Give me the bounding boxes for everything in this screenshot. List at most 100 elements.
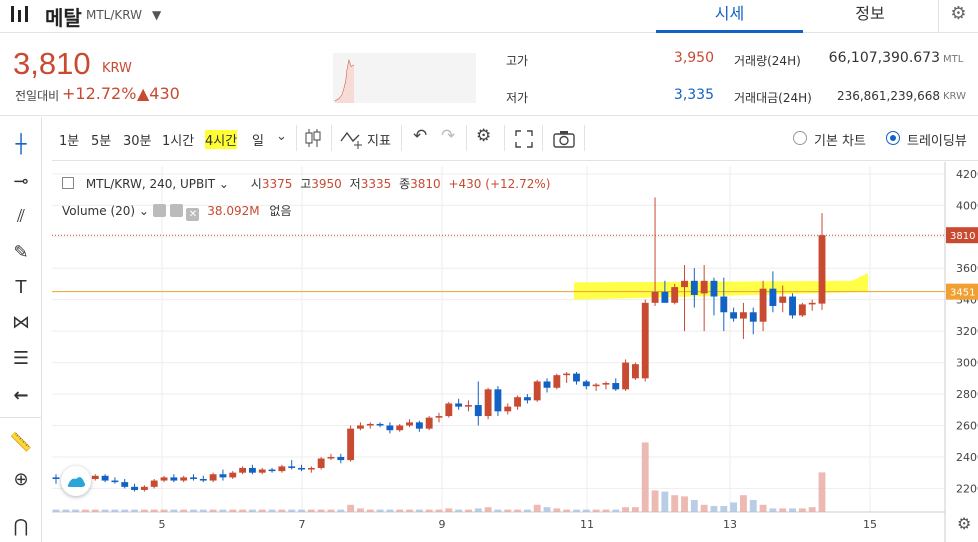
timeframe-30m[interactable]: 30분 bbox=[123, 134, 152, 149]
magnet-icon[interactable]: ⋂ bbox=[13, 516, 29, 537]
candle-body bbox=[396, 425, 404, 431]
timeframe-day[interactable]: 일 bbox=[252, 134, 264, 149]
text-icon[interactable]: T bbox=[15, 277, 27, 298]
candle-body bbox=[347, 428, 355, 461]
basic-chart-radio[interactable] bbox=[793, 131, 807, 145]
timeframe-1m[interactable]: 1분 bbox=[59, 134, 80, 149]
tab-info[interactable]: 정보 bbox=[855, 4, 885, 23]
chevron-down-icon[interactable]: ⌄ bbox=[215, 177, 233, 191]
volume-bar bbox=[739, 495, 747, 512]
back-arrow-icon[interactable]: ← bbox=[13, 385, 29, 406]
volume-bar bbox=[72, 509, 80, 512]
brush-icon[interactable]: ✎ bbox=[13, 242, 29, 263]
drawing-tools: ┼ ⊸ ⫽ ✎ T ⋈ ☰ ← 📏 ⊕ ⋂ bbox=[0, 117, 42, 542]
indicator-icon[interactable] bbox=[340, 129, 364, 149]
volume-bar bbox=[720, 506, 728, 512]
candle-body bbox=[563, 373, 571, 376]
camera-icon[interactable] bbox=[553, 130, 575, 148]
candle-body bbox=[415, 422, 423, 429]
volume-bar bbox=[160, 509, 168, 512]
tradingview-radio[interactable] bbox=[886, 131, 900, 145]
redo-icon[interactable]: ↷ bbox=[441, 126, 456, 146]
timeframe-5m[interactable]: 5분 bbox=[91, 134, 112, 149]
y-tick-label: 3600 bbox=[956, 262, 978, 275]
settings-icon[interactable] bbox=[169, 204, 183, 217]
volume-label[interactable]: Volume (20) bbox=[62, 204, 136, 218]
close-icon[interactable]: ✕ bbox=[186, 208, 200, 221]
volume-bar bbox=[661, 491, 669, 512]
basic-chart-label[interactable]: 기본 차트 bbox=[814, 134, 866, 149]
volume-bar bbox=[356, 508, 364, 512]
divider bbox=[542, 125, 543, 151]
candle-body bbox=[160, 477, 168, 481]
volume-bar bbox=[543, 507, 551, 512]
prediction-icon[interactable]: ☰ bbox=[12, 348, 30, 369]
volume-bar bbox=[150, 509, 158, 512]
coin-pair: MTL/KRW bbox=[86, 8, 142, 22]
chart-canvas[interactable]: 2200240026002800300032003400360038004000… bbox=[52, 162, 978, 542]
volume-bar bbox=[582, 509, 590, 512]
volume-bar bbox=[690, 500, 698, 512]
amount-value: 236,861,239,668 bbox=[836, 89, 940, 103]
candle-body bbox=[435, 416, 443, 418]
chevron-down-icon[interactable]: ▼ bbox=[152, 8, 162, 22]
divider bbox=[401, 125, 402, 151]
volume-bar bbox=[209, 509, 217, 512]
volume-bar bbox=[131, 509, 139, 512]
volume-bar bbox=[337, 509, 345, 512]
candle-body bbox=[661, 291, 669, 303]
undo-icon[interactable]: ↶ bbox=[413, 126, 428, 146]
candle-body bbox=[307, 467, 315, 470]
trend-lines-icon[interactable]: ⫽ bbox=[16, 206, 26, 227]
horizontal-line-icon[interactable]: ⊸ bbox=[13, 171, 29, 192]
fullscreen-icon[interactable] bbox=[515, 130, 533, 148]
volume-bar bbox=[278, 509, 286, 512]
volume-bar bbox=[818, 472, 826, 512]
chevron-down-icon[interactable]: ⌄ bbox=[135, 204, 153, 218]
timeframe-1h[interactable]: 1시간 bbox=[162, 134, 195, 149]
volume-bar bbox=[91, 509, 99, 512]
price-chart[interactable]: 2200240026002800300032003400360038004000… bbox=[52, 162, 978, 542]
candle-body bbox=[700, 280, 708, 294]
tab-quote[interactable]: 시세 bbox=[656, 0, 803, 33]
gear-icon[interactable]: ⚙ bbox=[938, 0, 978, 33]
candle-body bbox=[455, 403, 463, 407]
tradingview-label[interactable]: 트레이딩뷰 bbox=[907, 134, 967, 149]
volume-bar bbox=[376, 509, 384, 512]
y-tick-label: 3200 bbox=[956, 325, 978, 338]
candle-body bbox=[631, 364, 639, 379]
volume-bar bbox=[386, 509, 394, 512]
eye-icon[interactable] bbox=[152, 204, 166, 217]
candle-body bbox=[150, 480, 158, 487]
candle-body bbox=[690, 280, 698, 295]
candle-body bbox=[258, 469, 266, 473]
volume-bar bbox=[317, 509, 325, 512]
ruler-icon[interactable]: 📏 bbox=[9, 432, 33, 453]
pattern-icon[interactable]: ⋈ bbox=[12, 312, 30, 333]
candle-body bbox=[484, 389, 492, 417]
indicator-button[interactable]: 지표 bbox=[367, 134, 391, 149]
amount-unit: KRW bbox=[943, 91, 966, 102]
minimize-icon[interactable] bbox=[62, 177, 74, 189]
candle-body bbox=[366, 423, 374, 426]
y-tick-label: 3000 bbox=[956, 357, 978, 370]
high-label: 고가 bbox=[506, 54, 529, 68]
chart-settings-icon[interactable]: ⚙ bbox=[957, 514, 972, 533]
tradingview-logo[interactable] bbox=[61, 466, 91, 496]
volume-bar bbox=[298, 509, 305, 512]
timeframe-4h[interactable]: 4시간 bbox=[205, 130, 238, 149]
candlestick-icon[interactable] bbox=[304, 128, 322, 148]
volume-bar bbox=[248, 509, 256, 512]
candle-body bbox=[514, 397, 522, 407]
crosshair-icon[interactable]: ┼ bbox=[15, 134, 27, 155]
legend-symbol[interactable]: MTL/KRW, 240, UPBIT bbox=[85, 177, 216, 191]
volume-bar bbox=[504, 509, 512, 512]
volume-bar bbox=[769, 508, 777, 512]
volume-bar bbox=[710, 506, 718, 512]
zoom-in-icon[interactable]: ⊕ bbox=[13, 469, 29, 490]
chevron-down-icon[interactable]: ⌄ bbox=[276, 129, 287, 144]
volume-bar bbox=[415, 509, 423, 512]
candle-body bbox=[425, 417, 433, 429]
volume-bar bbox=[641, 442, 649, 512]
settings-icon[interactable]: ⚙ bbox=[476, 126, 492, 146]
